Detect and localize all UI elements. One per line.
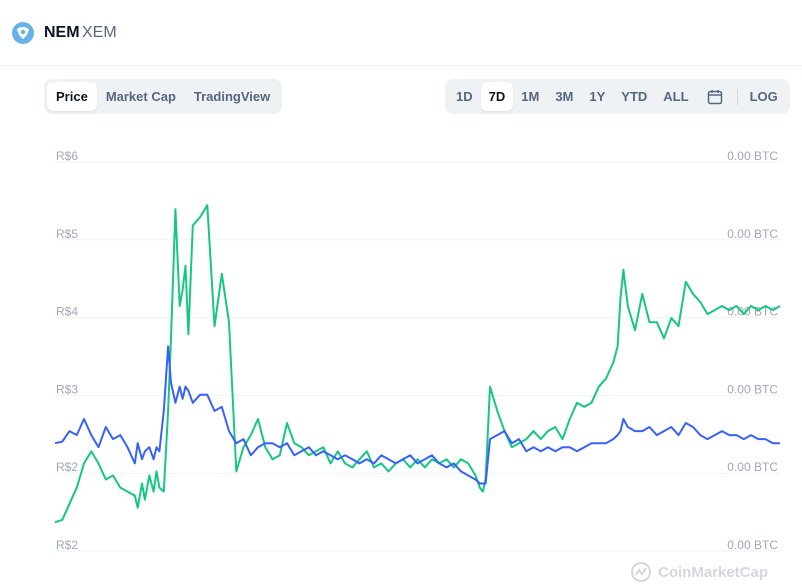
y-tick-label-left: R$2 <box>56 538 78 552</box>
y-tick-label-left: R$2 <box>56 460 78 474</box>
tab-market-cap[interactable]: Market Cap <box>105 89 176 104</box>
y-tick-label-right: 0.00 BTC <box>727 460 778 474</box>
log-toggle-button[interactable]: LOG <box>749 89 778 104</box>
y-tick-label-right: 0.00 BTC <box>727 382 778 396</box>
range-selector: 1D 7D 1M 3M 1Y YTD ALL LOG <box>445 79 790 114</box>
range-all[interactable]: ALL <box>663 89 689 104</box>
y-tick-label-left: R$5 <box>56 227 78 241</box>
y-tick-label-left: R$4 <box>56 305 78 319</box>
watermark-text: CoinMarketCap <box>658 563 769 581</box>
y-tick-label-right: 0.00 BTC <box>727 538 778 552</box>
y-tick-label-left: R$6 <box>56 149 78 163</box>
y-tick-label-left: R$3 <box>56 382 78 396</box>
range-1y[interactable]: 1Y <box>589 89 606 104</box>
coin-header: NEM XEM <box>0 0 802 66</box>
range-ytd[interactable]: YTD <box>621 89 648 104</box>
series-line-green <box>54 204 781 524</box>
range-7d[interactable]: 7D <box>480 82 514 111</box>
chart-type-tabs: Price Market Cap TradingView <box>44 79 283 114</box>
range-3m[interactable]: 3M <box>555 89 574 104</box>
tab-price[interactable]: Price <box>47 82 97 111</box>
range-1d[interactable]: 1D <box>456 89 473 104</box>
coin-symbol: XEM <box>82 24 117 41</box>
calendar-icon[interactable] <box>697 82 733 111</box>
nem-logo-icon <box>12 22 34 44</box>
tab-tradingview[interactable]: TradingView <box>193 89 271 104</box>
watermark: CoinMarketCap <box>630 560 768 584</box>
coin-name: NEM <box>44 24 80 41</box>
range-1m[interactable]: 1M <box>521 89 540 104</box>
y-tick-label-right: 0.00 BTC <box>727 305 778 319</box>
series-line-blue <box>54 345 780 485</box>
price-chart: R$6 0.00 BTC R$5 0.00 BTC R$4 0.00 BTC R$3 0.00… <box>54 149 781 552</box>
range-divider <box>736 88 738 105</box>
y-tick-label-right: 0.00 BTC <box>727 227 778 241</box>
y-tick-label-right: 0.00 BTC <box>727 149 778 163</box>
coinmarketcap-logo-icon <box>631 562 651 582</box>
